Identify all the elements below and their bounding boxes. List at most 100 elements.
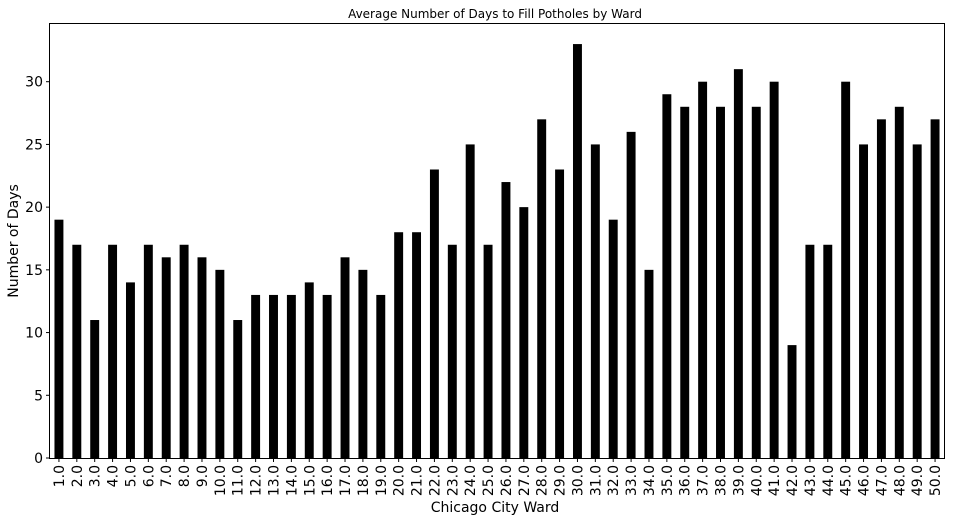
x-tick-label: 37.0 (696, 465, 712, 496)
bar-ward-8.0 (179, 244, 189, 458)
x-tick-label: 22.0 (427, 465, 443, 496)
bar-ward-25.0 (483, 244, 493, 458)
bar-ward-14.0 (286, 294, 296, 458)
bar-ward-2.0 (72, 244, 82, 458)
y-tick-label: 5 (34, 388, 43, 404)
x-tick-label: 26.0 (499, 465, 515, 496)
x-tick-label: 13.0 (267, 465, 283, 496)
chart-title: Average Number of Days to Fill Potholes … (348, 7, 642, 21)
y-tick-label: 25 (25, 137, 43, 153)
y-tick-label: 30 (25, 75, 43, 91)
bar-ward-38.0 (716, 106, 725, 458)
x-tick-label: 16.0 (320, 465, 336, 496)
x-tick-label: 18.0 (356, 465, 372, 496)
x-tick-label: 49.0 (910, 465, 926, 496)
x-tick-label: 40.0 (749, 465, 765, 496)
y-tick-label: 20 (25, 200, 43, 216)
bar-ward-18.0 (358, 269, 368, 458)
bar-ward-28.0 (537, 119, 547, 458)
x-tick-label: 6.0 (141, 465, 157, 487)
bar-ward-30.0 (572, 44, 582, 458)
x-tick-label: 41.0 (767, 465, 783, 496)
x-tick-label: 43.0 (803, 465, 819, 496)
bar-ward-22.0 (429, 169, 439, 458)
bar-ward-26.0 (501, 182, 511, 459)
bar-ward-15.0 (304, 282, 314, 458)
x-tick-label: 28.0 (535, 465, 551, 496)
bar-ward-17.0 (340, 257, 350, 458)
x-tick-label: 42.0 (785, 465, 801, 496)
bar-ward-36.0 (680, 106, 690, 458)
x-tick-label: 8.0 (177, 465, 193, 487)
bar-ward-1.0 (54, 219, 64, 458)
bar-ward-6.0 (143, 244, 153, 458)
x-tick-label: 23.0 (445, 465, 461, 496)
x-axis-label: Chicago City Ward (431, 500, 560, 516)
x-tick-label: 7.0 (159, 465, 175, 487)
y-tick-label: 10 (25, 326, 43, 342)
x-tick-label: 50.0 (928, 465, 944, 496)
x-tick-label: 20.0 (392, 465, 408, 496)
x-tick-label: 12.0 (249, 465, 265, 496)
x-tick-label: 48.0 (892, 465, 908, 496)
bar-ward-19.0 (376, 294, 386, 458)
bar-ward-7.0 (161, 257, 171, 458)
y-tick-label: 0 (34, 451, 43, 467)
bar-ward-31.0 (590, 144, 600, 459)
bar-ward-43.0 (805, 244, 815, 458)
bar-ward-48.0 (894, 106, 904, 458)
x-tick-label: 25.0 (481, 465, 497, 496)
x-tick-label: 4.0 (106, 465, 122, 487)
x-tick-label: 31.0 (588, 465, 604, 496)
x-tick-label: 47.0 (874, 465, 890, 496)
x-tick-label: 35.0 (660, 465, 676, 496)
bar-ward-47.0 (876, 119, 886, 458)
bar-ward-10.0 (215, 269, 225, 458)
x-tick-label: 5.0 (123, 465, 139, 487)
bar-ward-23.0 (447, 244, 457, 458)
bar-ward-50.0 (930, 119, 940, 458)
bar-ward-39.0 (733, 69, 743, 458)
y-tick-label: 15 (25, 263, 43, 279)
bar-ward-5.0 (125, 282, 135, 458)
bar-ward-11.0 (233, 320, 243, 458)
x-tick-label: 21.0 (410, 465, 426, 496)
bar-ward-35.0 (662, 94, 672, 459)
bar-ward-9.0 (197, 257, 207, 458)
bar-ward-42.0 (787, 345, 797, 458)
y-axis: 0 5 10 15 20 25 30 (25, 75, 50, 467)
bar-ward-4.0 (108, 244, 118, 458)
bar-ward-41.0 (769, 81, 779, 458)
x-tick-label: 39.0 (731, 465, 747, 496)
x-tick-label: 10.0 (213, 465, 229, 496)
y-axis-label: Number of Days (6, 184, 22, 298)
bar-ward-45.0 (841, 81, 851, 458)
bar-ward-29.0 (555, 169, 565, 458)
x-tick-label: 1.0 (52, 465, 68, 487)
x-tick-label: 30.0 (570, 465, 586, 496)
x-tick-label: 34.0 (642, 465, 658, 496)
bar-ward-27.0 (519, 207, 529, 458)
x-tick-label: 29.0 (553, 465, 569, 496)
bar-ward-40.0 (751, 106, 761, 458)
x-tick-label: 45.0 (839, 465, 855, 496)
x-tick-label: 15.0 (302, 465, 318, 496)
x-tick-label: 33.0 (624, 465, 640, 496)
bars (54, 44, 940, 459)
x-tick-label: 46.0 (857, 465, 873, 496)
bar-ward-24.0 (465, 144, 475, 459)
bar-ward-16.0 (322, 294, 332, 458)
bar-ward-33.0 (626, 131, 636, 458)
bar-ward-21.0 (412, 232, 422, 458)
bar-ward-37.0 (698, 81, 708, 458)
bar-ward-3.0 (90, 320, 100, 458)
x-tick-label: 27.0 (517, 465, 533, 496)
x-tick-label: 36.0 (678, 465, 694, 496)
x-tick-label: 2.0 (70, 465, 86, 487)
x-tick-label: 19.0 (374, 465, 390, 496)
x-tick-label: 17.0 (338, 465, 354, 496)
bar-ward-46.0 (859, 144, 869, 459)
bar-ward-12.0 (251, 294, 261, 458)
bar-ward-49.0 (912, 144, 922, 459)
